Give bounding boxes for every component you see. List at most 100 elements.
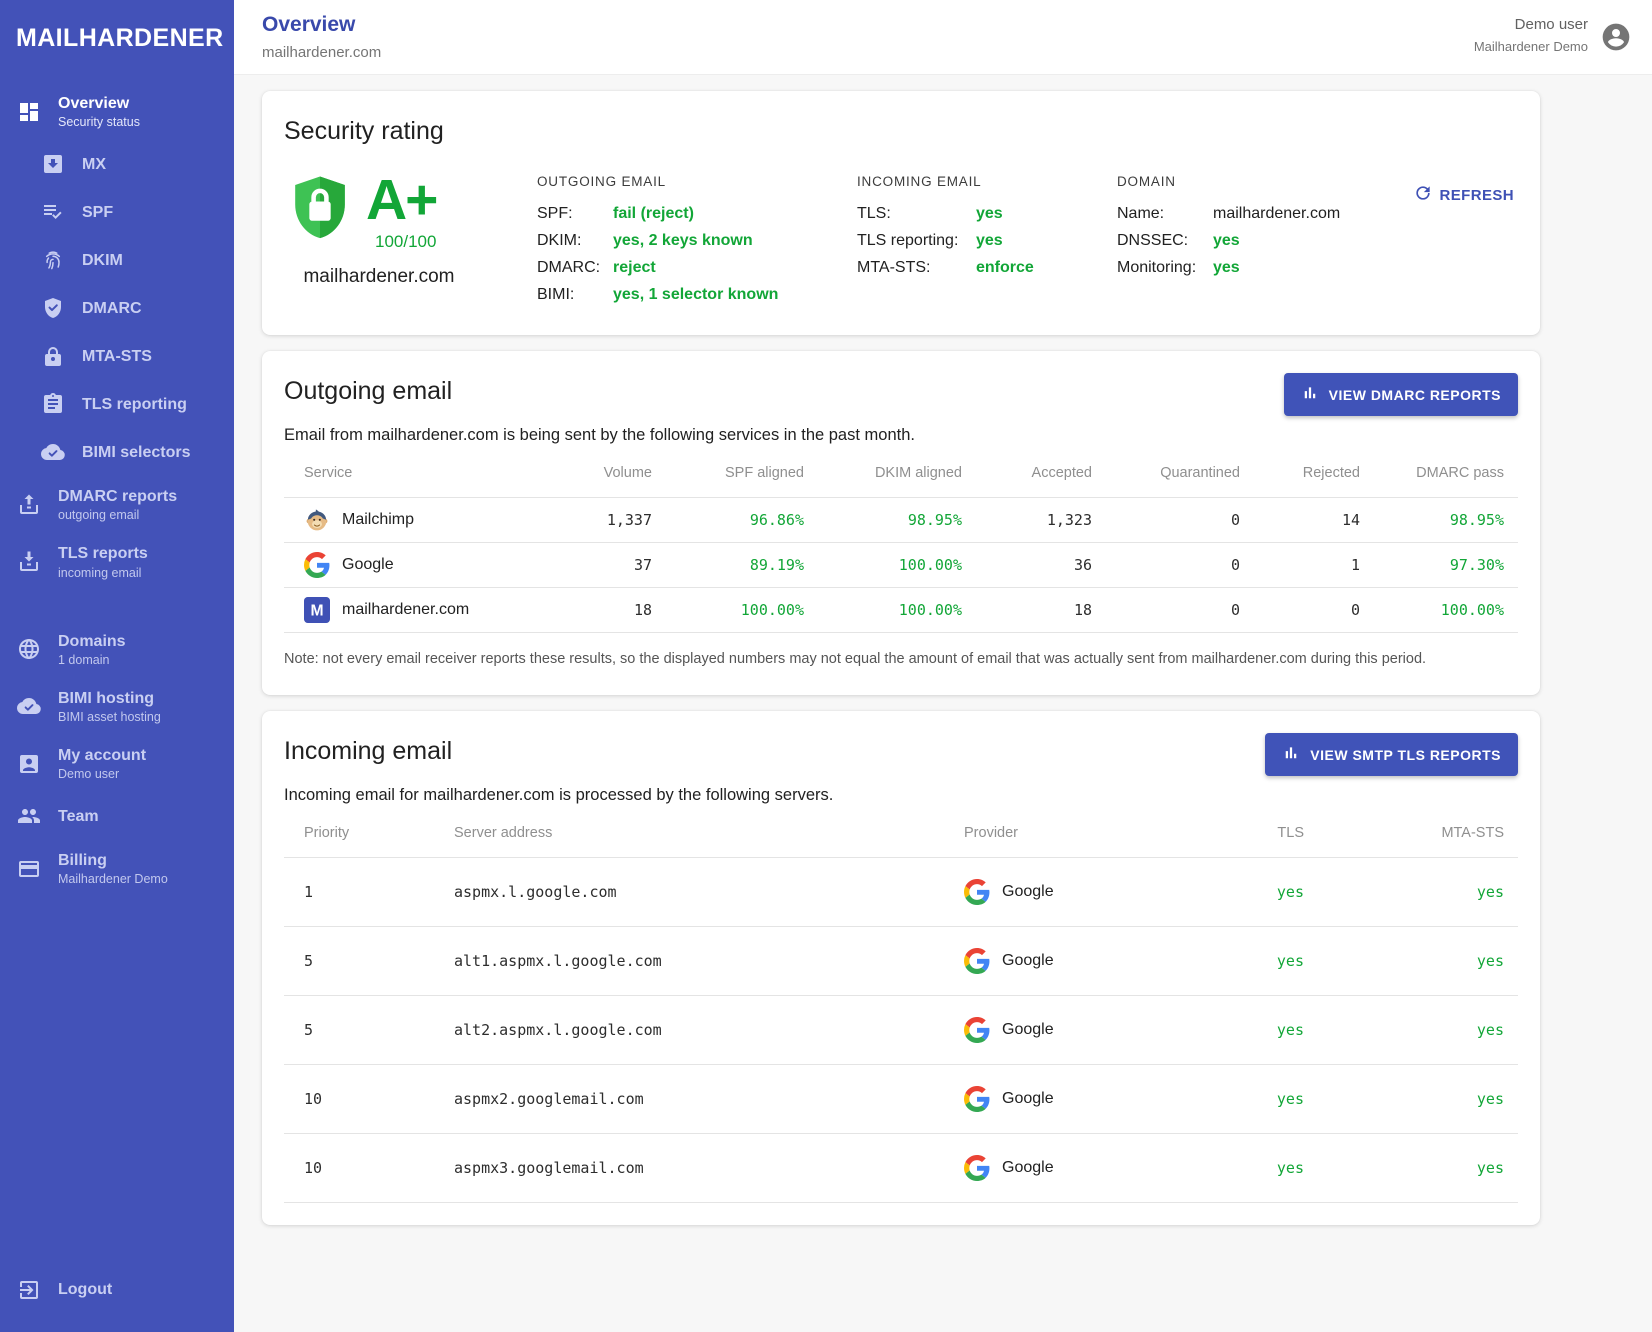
sidebar-item-overview[interactable]: Overview Security status <box>0 83 234 140</box>
security-row-name: Name: mailhardener.com <box>1117 205 1341 222</box>
security-grade-block: A+ 100/100 mailhardener.com <box>284 172 537 313</box>
incoming-col-provider: Provider <box>964 825 1018 841</box>
incoming-email-card: Incoming email VIEW SMTP TLS REPORTS Inc… <box>262 711 1540 1225</box>
main-content: Security rating REFRESH A+ 100/100 mailh… <box>234 75 1652 1225</box>
volume-cell: 37 <box>534 542 652 588</box>
account-circle-icon[interactable] <box>1600 21 1632 53</box>
sidebar-item-dmarc-reports[interactable]: DMARC reports outgoing email <box>0 476 234 533</box>
rejected-cell: 0 <box>1240 587 1360 633</box>
sidebar-item-label: Domains <box>58 632 126 650</box>
sidebar-item-label: TLS reports <box>58 545 148 563</box>
header: Overview mailhardener.com Demo user Mail… <box>234 0 1652 75</box>
sidebar-item-my-account[interactable]: My account Demo user <box>0 735 234 792</box>
sidebar-item-spf[interactable]: SPF <box>0 188 234 236</box>
sidebar-item-sublabel: outgoing email <box>58 508 140 523</box>
outgoing-table: Service Volume SPF aligned DKIM aligned Acce… <box>284 453 1518 633</box>
provider-name: Google <box>1002 952 1054 969</box>
security-row-dnssec: DNSSEC: yes <box>1117 232 1240 249</box>
refresh-button[interactable]: REFRESH <box>1413 183 1514 207</box>
provider-name: Google <box>1002 1159 1054 1176</box>
server-address-cell: alt2.aspmx.l.google.com <box>454 995 964 1065</box>
priority-cell: 5 <box>284 995 454 1065</box>
sidebar-item-bimi-selectors[interactable]: BIMI selectors <box>0 428 234 476</box>
list-check-icon <box>40 199 66 225</box>
person-icon <box>16 751 42 777</box>
outgoing-email-title: Outgoing email <box>284 377 453 405</box>
rejected-cell: 1 <box>1240 542 1360 588</box>
accepted-cell: 36 <box>962 542 1092 588</box>
sidebar-item-sublabel: Mailhardener Demo <box>58 872 168 887</box>
security-row-tls: TLS: yes <box>857 205 1003 222</box>
tls-cell: yes <box>1184 926 1304 996</box>
sidebar-item-team[interactable]: Team <box>0 792 234 840</box>
sidebar-item-label: DKIM <box>82 251 123 269</box>
view-dmarc-reports-button[interactable]: VIEW DMARC REPORTS <box>1283 373 1518 416</box>
sidebar-item-logout[interactable]: Logout <box>0 1266 234 1314</box>
sidebar-item-mta-sts[interactable]: MTA-STS <box>0 332 234 380</box>
outgoing-col-spf-aligned: SPF aligned <box>725 465 804 481</box>
tls-cell: yes <box>1184 1133 1304 1203</box>
spf-aligned-cell: 100.00% <box>652 587 804 633</box>
page-subtitle: mailhardener.com <box>262 44 382 61</box>
user-org: Mailhardener Demo <box>1473 39 1588 54</box>
sidebar-item-label: SPF <box>82 203 114 221</box>
incoming-row-aspmx2-googlemail-com: 10 aspmx2.googlemail.com Google yes yes <box>284 1064 1518 1134</box>
dmarc-pass-cell: 97.30% <box>1360 542 1518 588</box>
sidebar-item-label: BIMI selectors <box>82 443 191 461</box>
card-icon <box>16 856 42 882</box>
outgoing-col-rejected: Rejected <box>1302 465 1360 481</box>
sidebar-item-label: BIMI hosting <box>58 689 154 707</box>
sidebar-item-dmarc[interactable]: DMARC <box>0 284 234 332</box>
priority-cell: 5 <box>284 926 454 996</box>
cloud-check-icon <box>16 693 42 719</box>
sidebar-item-bimi-hosting[interactable]: BIMI hosting BIMI asset hosting <box>0 678 234 735</box>
incoming-col-server-address: Server address <box>454 825 553 841</box>
priority-cell: 10 <box>284 1064 454 1134</box>
google-icon <box>964 879 990 905</box>
outgoing-description: Email from mailhardener.com is being sen… <box>284 426 915 444</box>
tls-cell: yes <box>1184 995 1304 1065</box>
mailhardener-icon: M <box>304 597 330 623</box>
sidebar-item-tls-reporting[interactable]: TLS reporting <box>0 380 234 428</box>
provider-name: Google <box>1002 1090 1054 1107</box>
view-smtp-tls-reports-button[interactable]: VIEW SMTP TLS REPORTS <box>1265 733 1518 776</box>
security-row-spf: SPF: fail (reject) <box>537 205 694 222</box>
sidebar-item-mx[interactable]: MX <box>0 140 234 188</box>
security-row-mta-sts: MTA-STS: enforce <box>857 259 1034 276</box>
security-row-dmarc: DMARC: reject <box>537 259 656 276</box>
sidebar-item-label: MX <box>82 155 106 173</box>
upload-tray-icon <box>16 492 42 518</box>
outgoing-col-accepted: Accepted <box>1031 465 1092 481</box>
security-column-heading: DOMAIN <box>1117 174 1176 189</box>
lock-icon <box>40 343 66 369</box>
sidebar-item-tls-reports[interactable]: TLS reports incoming email <box>0 533 234 590</box>
sidebar-item-label: My account <box>58 746 147 764</box>
tls-cell: yes <box>1184 1064 1304 1134</box>
sidebar-item-label: Team <box>58 807 99 825</box>
dmarc-pass-cell: 98.95% <box>1360 497 1518 543</box>
google-icon <box>964 1017 990 1043</box>
incoming-email-title: Incoming email <box>284 737 453 765</box>
view-dmarc-reports-label: VIEW DMARC REPORTS <box>1328 386 1501 403</box>
dmarc-pass-cell: 100.00% <box>1360 587 1518 633</box>
priority-cell: 10 <box>284 1133 454 1203</box>
outgoing-row-google: Google 37 89.19% 100.00% 36 0 1 97.30% <box>284 542 1518 588</box>
sidebar-item-billing[interactable]: Billing Mailhardener Demo <box>0 840 234 897</box>
incoming-col-mta-sts: MTA-STS <box>1441 825 1504 841</box>
fingerprint-icon <box>40 247 66 273</box>
service-name: Google <box>342 556 394 573</box>
outgoing-note: Note: not every email receiver reports t… <box>284 651 1427 667</box>
priority-cell: 1 <box>284 857 454 927</box>
server-address-cell: alt1.aspmx.l.google.com <box>454 926 964 996</box>
sidebar-item-domains[interactable]: Domains 1 domain <box>0 621 234 678</box>
bar-chart-icon <box>1282 744 1300 765</box>
download-tray-icon <box>16 549 42 575</box>
security-row-tls-reporting: TLS reporting: yes <box>857 232 1003 249</box>
sidebar-item-dkim[interactable]: DKIM <box>0 236 234 284</box>
refresh-icon <box>1413 183 1433 207</box>
security-domain: mailhardener.com <box>303 266 455 287</box>
user-menu[interactable]: Demo user Mailhardener Demo <box>1474 16 1588 54</box>
incoming-row-aspmx3-googlemail-com: 10 aspmx3.googlemail.com Google yes yes <box>284 1133 1518 1203</box>
google-icon <box>964 1155 990 1181</box>
